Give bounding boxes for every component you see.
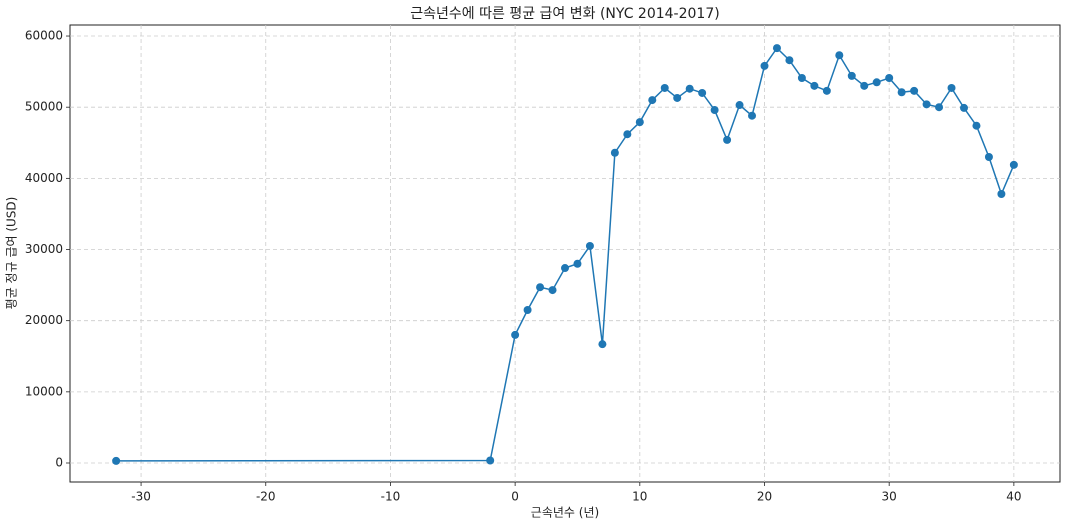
data-point: [797, 74, 806, 83]
data-point: [785, 56, 794, 65]
x-tick-label: -20: [256, 490, 276, 504]
x-tick-label: 0: [511, 490, 519, 504]
x-tick-label: 10: [632, 490, 647, 504]
data-point: [648, 96, 657, 105]
data-point: [922, 100, 931, 109]
data-point: [112, 456, 121, 465]
data-point: [573, 259, 582, 268]
data-point: [748, 111, 757, 120]
y-tick-label: 60000: [25, 29, 63, 43]
y-tick-label: 0: [55, 455, 63, 469]
data-point: [523, 306, 532, 315]
data-point: [835, 51, 844, 60]
data-point: [698, 88, 707, 97]
x-axis-label: 근속년수 (년): [531, 506, 599, 520]
plot-frame: [69, 24, 1061, 483]
data-point: [872, 78, 881, 87]
y-tick-label: 10000: [25, 384, 63, 398]
data-point: [710, 106, 719, 115]
x-tick-label: 40: [1006, 490, 1021, 504]
x-tick-label: 20: [757, 490, 772, 504]
data-point: [897, 88, 906, 97]
data-point: [511, 330, 520, 339]
y-tick-label: 40000: [25, 171, 63, 185]
data-point: [598, 340, 607, 349]
y-tick-label: 30000: [25, 242, 63, 256]
data-point: [860, 81, 869, 90]
data-point: [623, 130, 632, 139]
data-point: [847, 71, 856, 80]
data-point: [673, 93, 682, 102]
data-point: [947, 83, 956, 92]
data-point: [959, 103, 968, 112]
data-point: [885, 74, 894, 83]
data-point: [585, 241, 594, 250]
y-tick-label: 50000: [25, 100, 63, 114]
data-point: [772, 44, 781, 53]
data-point: [760, 61, 769, 70]
data-point: [660, 83, 669, 92]
y-tick-label: 20000: [25, 313, 63, 327]
data-point: [536, 283, 545, 292]
data-point: [635, 118, 644, 127]
data-point: [486, 456, 495, 465]
data-point: [723, 135, 732, 144]
data-point: [984, 153, 993, 162]
data-point: [548, 286, 557, 295]
data-point: [822, 86, 831, 95]
x-tick-label: -30: [131, 490, 151, 504]
data-point: [910, 86, 919, 95]
data-point: [685, 84, 694, 93]
chart-title: 근속년수에 따른 평균 급여 변화 (NYC 2014-2017): [410, 6, 719, 22]
data-point: [735, 101, 744, 110]
x-tick-label: 30: [882, 490, 897, 504]
y-axis-label: 평균 정규 급여 (USD): [5, 197, 19, 310]
data-point: [972, 121, 981, 130]
data-point: [1009, 160, 1018, 169]
data-line: [116, 46, 1015, 462]
data-point: [610, 148, 619, 157]
data-point: [561, 264, 569, 273]
data-point: [935, 103, 944, 112]
data-point: [810, 81, 819, 90]
x-tick-label: -10: [381, 490, 401, 504]
data-point: [997, 190, 1006, 199]
